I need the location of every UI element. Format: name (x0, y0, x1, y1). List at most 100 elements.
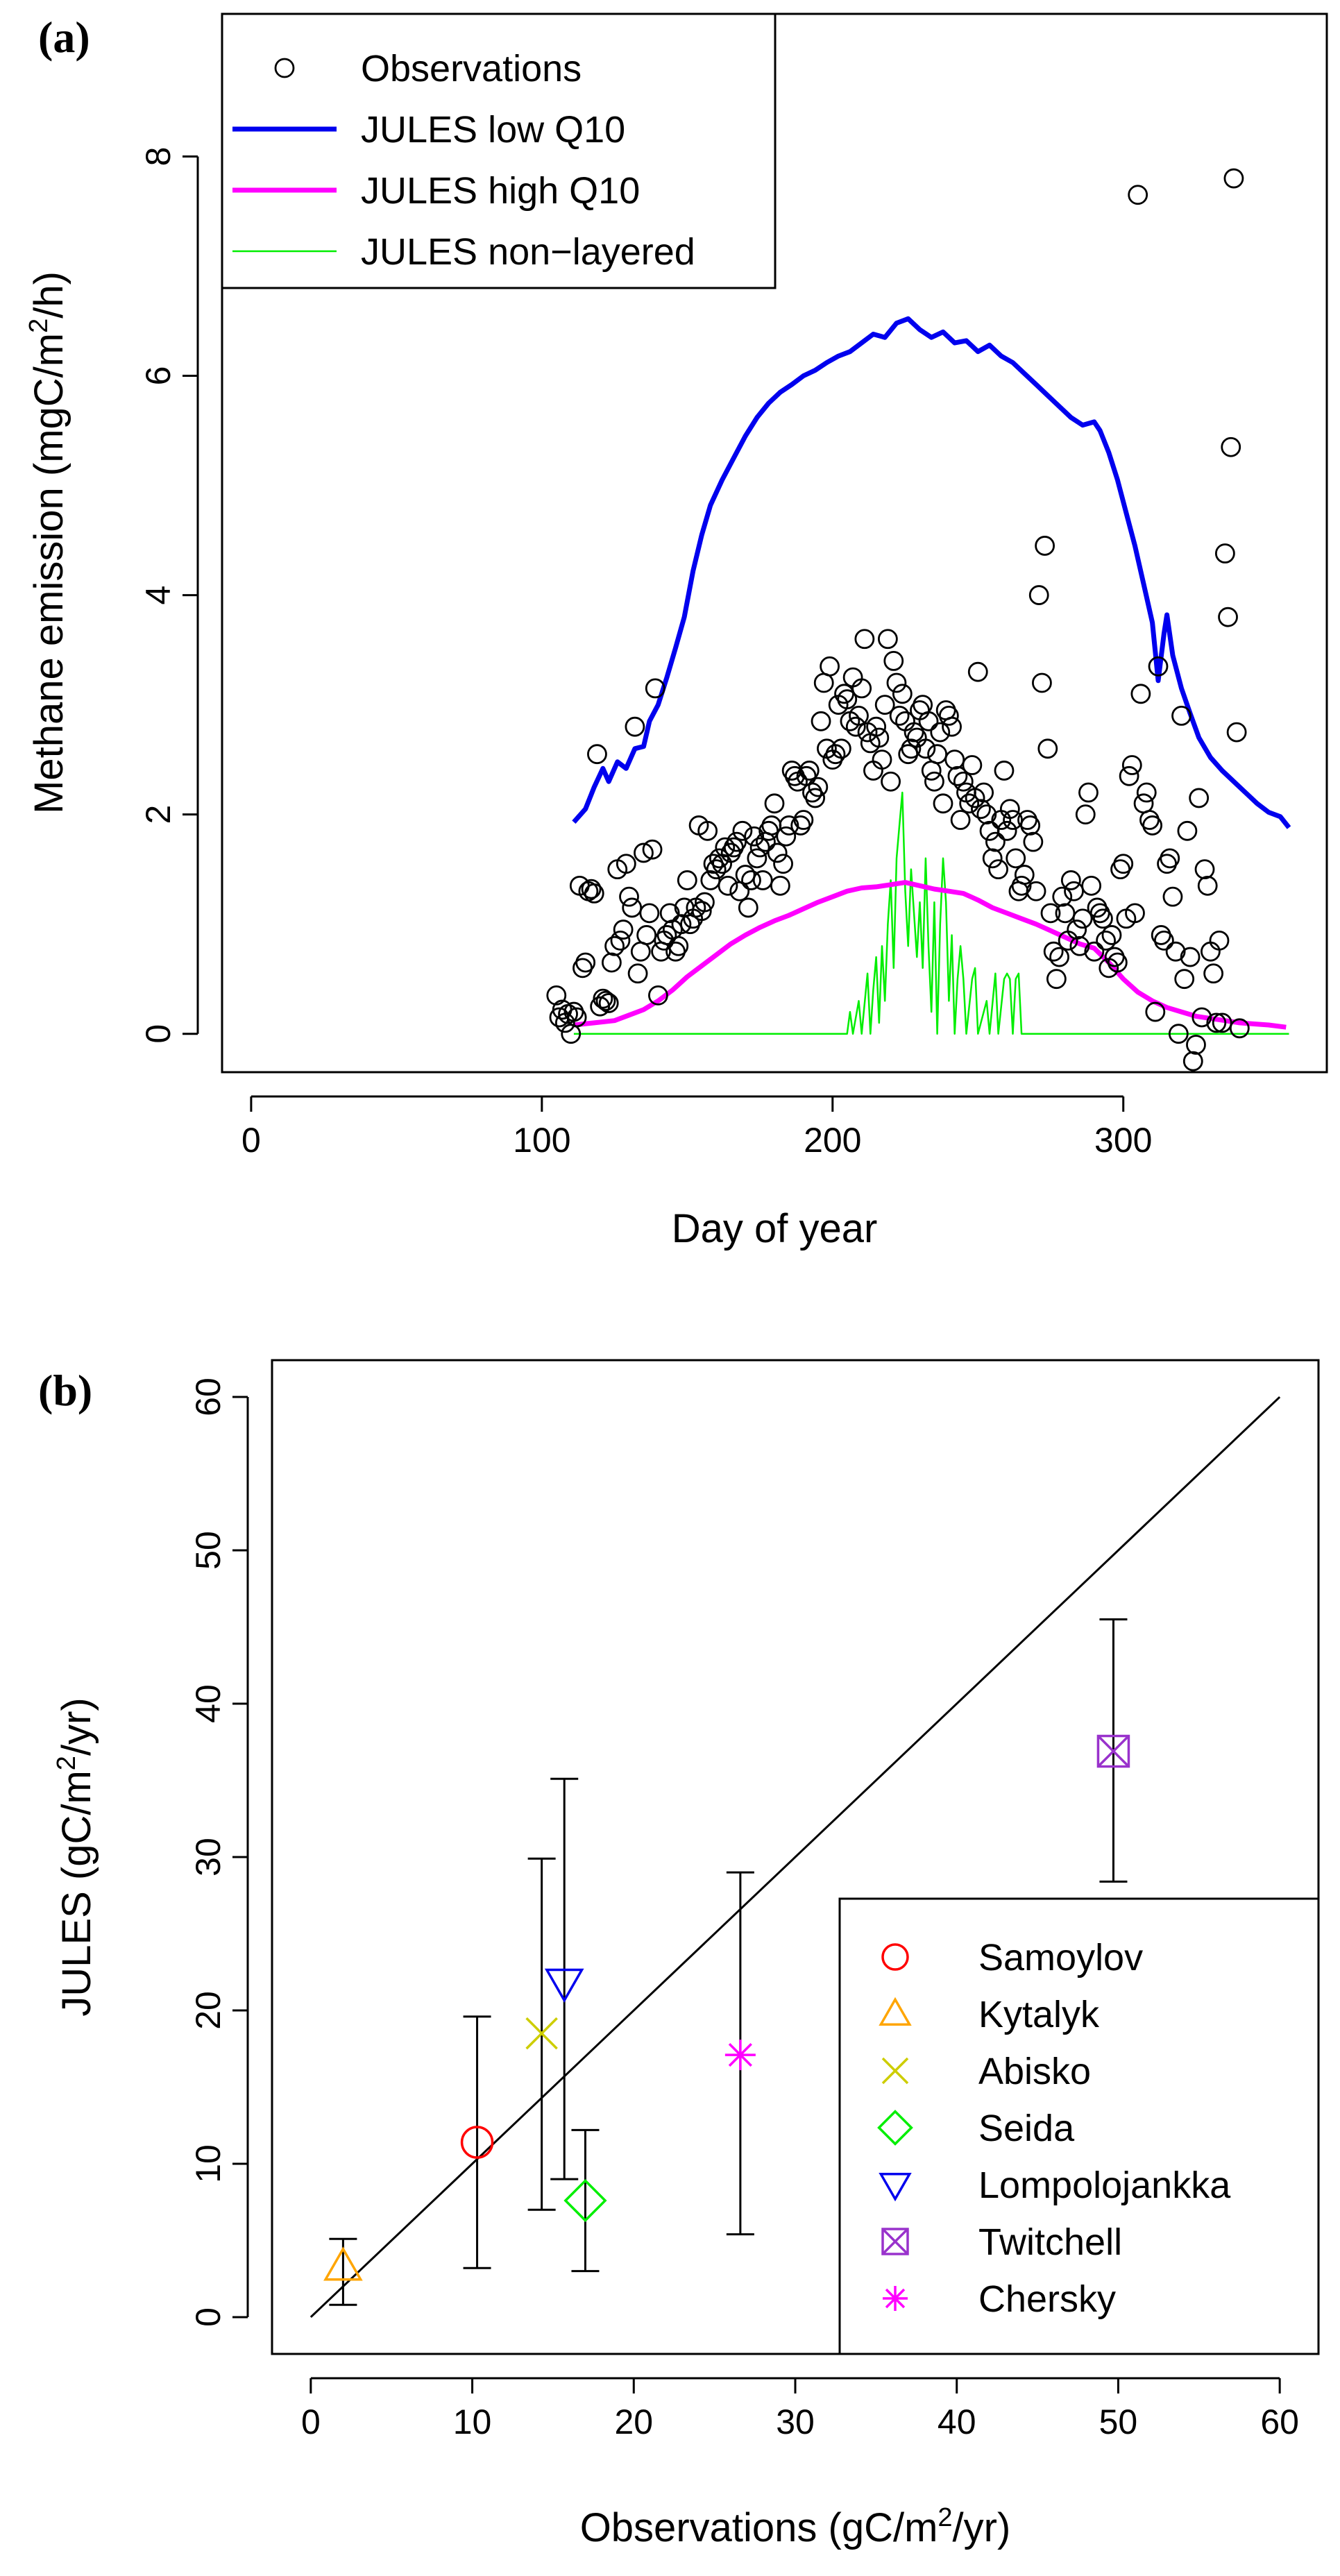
jules-high-q10-line (573, 880, 1287, 1030)
observation-point (1052, 886, 1073, 907)
panel-a-legend-box (221, 12, 777, 289)
site-twitchell-marker (1096, 1734, 1130, 1768)
observation-point (1067, 920, 1087, 940)
observation-point (584, 883, 604, 904)
observation-point (1119, 765, 1139, 786)
panel-b-y-tick-label: 40 (189, 1684, 228, 1723)
observation-point (1145, 1001, 1166, 1022)
one-to-one-line (309, 1396, 1281, 2319)
observation-point (933, 793, 953, 814)
observation-point (974, 782, 994, 803)
observations-points (546, 168, 1250, 1071)
legend-kytalyk-label: Kytalyk (978, 1994, 1100, 2035)
legend-lompolojankka-label: Lompolojankka (978, 2164, 1231, 2206)
panel-b-x-tick-label: 20 (614, 2403, 653, 2441)
observation-point (1128, 185, 1148, 205)
observation-point (566, 1007, 587, 1028)
legend-twitchell-marker (881, 2228, 909, 2255)
observation-point (732, 820, 753, 841)
observation-point (924, 771, 944, 792)
legend-samoylov-marker (881, 1943, 909, 1971)
panel-b-series (309, 1396, 1281, 2319)
observation-point (634, 842, 654, 863)
observation-point (668, 935, 689, 956)
panel-a-x-tick-label: 0 (241, 1121, 261, 1160)
panel-b-y-axis-label: JULES (gC/m2/yr) (52, 1697, 99, 2016)
observation-point (767, 842, 788, 863)
observation-point (601, 952, 622, 973)
observation-point (581, 879, 602, 899)
site-chersky-marker (724, 2040, 756, 2071)
observation-point (915, 738, 936, 759)
observation-point (985, 831, 1006, 852)
observation-point (1035, 536, 1055, 556)
observation-point (962, 755, 983, 775)
observation-point (1040, 903, 1061, 924)
observation-point (1055, 903, 1076, 924)
observation-point (744, 826, 765, 847)
panel-a-y-tick-label: 8 (139, 147, 178, 167)
observation-point (845, 716, 866, 737)
panel-b-x-tick-label: 10 (453, 2403, 492, 2441)
observation-point (1049, 947, 1069, 967)
panel-b-x-tick-label: 0 (301, 2403, 321, 2441)
observation-point (1226, 722, 1247, 743)
legend-abisko-label: Abisko (978, 2051, 1091, 2092)
observation-point (1142, 815, 1163, 836)
observation-point (1121, 755, 1142, 775)
observation-point (831, 738, 851, 759)
panel-b-y-tick-label: 20 (189, 1991, 228, 2030)
observation-point (1203, 963, 1224, 984)
observation-point (982, 848, 1003, 869)
observation-point (727, 831, 747, 852)
legend-jules-high-q10-label: JULES high Q10 (361, 170, 640, 212)
observation-point (691, 901, 712, 922)
observation-point (718, 875, 738, 896)
site-chersky (724, 1871, 756, 2236)
legend-abisko-marker (881, 2057, 909, 2085)
legend-seida-label: Seida (978, 2108, 1075, 2149)
observation-point (1003, 810, 1023, 830)
observation-point (976, 804, 997, 825)
observation-point (1148, 656, 1169, 677)
legend-seida-marker-shape (877, 2110, 913, 2146)
panel-b-y-tick-label: 30 (189, 1838, 228, 1876)
site-seida (563, 2128, 607, 2273)
observation-point (918, 711, 939, 731)
legend-twitchell-marker-shape (881, 2228, 909, 2255)
panel-b-plot-frame (271, 1359, 1320, 2355)
observation-point (854, 629, 875, 650)
panel-b-y-tick-label: 10 (189, 2144, 228, 2183)
observation-point (942, 716, 962, 737)
panel-a-y-axis-label: Methane emission (mgC/m2/h) (24, 271, 71, 814)
observation-point (1197, 875, 1218, 896)
legend-lompolojankka-marker-shape (879, 2172, 912, 2202)
observation-point (706, 859, 727, 880)
panel-a-x-axis-label: Day of year (672, 1206, 878, 1251)
observation-point (741, 870, 761, 890)
panel-b-x-tick-label: 40 (938, 2403, 976, 2441)
legend-twitchell-label: Twitchell (978, 2221, 1122, 2263)
site-lompolojankka-marker (544, 1968, 584, 2003)
legend-observations-marker (274, 58, 295, 78)
observation-point (820, 656, 840, 677)
panel-b: (b) 0 10 20 30 40 50 60 0 10 20 30 40 50 60 Observati… (38, 1359, 1320, 2550)
panel-b-x-tick-label: 60 (1260, 2403, 1299, 2441)
observation-point (773, 854, 793, 874)
observation-point (892, 684, 913, 704)
observation-point (613, 920, 634, 940)
panel-b-x-tick-label: 50 (1099, 2403, 1138, 2441)
observation-point (866, 716, 887, 737)
observation-point (1153, 930, 1174, 951)
jules-non-layered-line (573, 791, 1289, 1035)
observation-point (881, 771, 901, 792)
legend-kytalyk-marker (879, 1997, 912, 2026)
observation-point (999, 799, 1020, 820)
observation-point (1101, 925, 1122, 945)
observation-point (630, 941, 651, 962)
observation-point (944, 749, 965, 770)
observation-point (1072, 908, 1093, 929)
observation-point (1028, 585, 1049, 605)
observation-point (1165, 941, 1186, 962)
observation-point (593, 988, 613, 1009)
